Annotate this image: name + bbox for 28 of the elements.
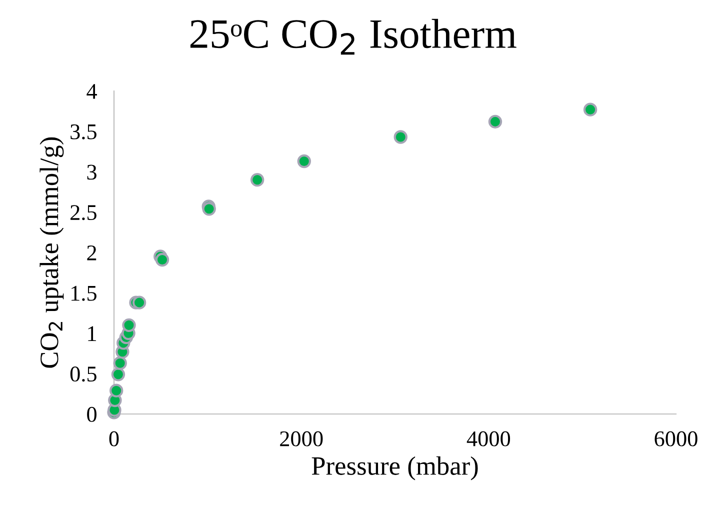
point	[113, 356, 127, 370]
y-tick-label: 3.5	[70, 124, 96, 140]
point	[111, 368, 126, 382]
x-axis-title: Pressure (mbar)	[312, 456, 478, 480]
point	[488, 114, 502, 129]
point	[583, 102, 598, 116]
y-tick-label: 1	[88, 326, 96, 341]
point	[394, 130, 408, 144]
x-tick-label: 0	[109, 431, 119, 446]
point	[122, 318, 136, 332]
y-tick-label: 0.5	[70, 366, 96, 382]
x-tick-label: 2000	[280, 431, 323, 446]
point	[155, 252, 170, 267]
y-tick-label: 2	[87, 245, 96, 260]
x-tick-label: 4000	[466, 431, 510, 446]
y-tick-label: 4	[86, 84, 97, 99]
point	[250, 172, 264, 187]
y-tick-label: 1.5	[72, 286, 96, 301]
y-axis-title: CO$_{2}$ uptake (mmol/g)	[40, 137, 64, 368]
point	[109, 384, 124, 398]
point	[297, 154, 311, 168]
point	[132, 296, 146, 310]
point	[202, 202, 216, 216]
y-tick-label: 0	[87, 406, 96, 422]
y-tick-label: 2.5	[70, 205, 96, 220]
chart-title: 25ᵒC CO$_{2}$ Isotherm	[190, 18, 516, 55]
x-tick-label: 6000	[654, 431, 698, 446]
y-tick-label: 3	[87, 164, 96, 180]
